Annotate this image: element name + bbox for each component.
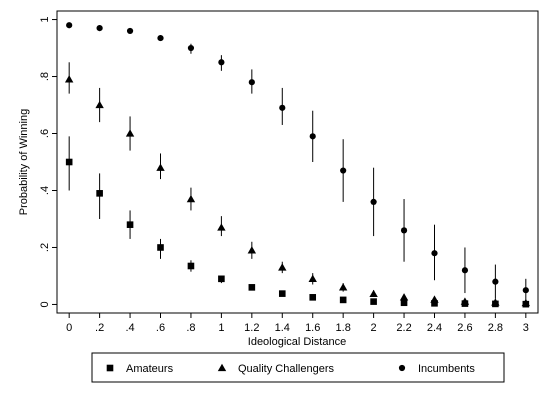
quality-challengers-point <box>156 163 165 171</box>
x-tick-label: 1 <box>218 322 224 334</box>
incumbents-point <box>157 34 164 42</box>
incumbents-point <box>340 167 347 174</box>
incumbents-point <box>218 59 225 66</box>
quality-challengers-point <box>521 298 531 307</box>
x-tick-label: 2 <box>371 322 377 334</box>
amateurs-point <box>431 300 438 307</box>
x-tick-label: 1.6 <box>305 322 320 334</box>
amateurs-point <box>370 298 377 305</box>
incumbents-point <box>279 104 286 111</box>
y-tick-label: .2 <box>39 243 51 252</box>
quality-challengers-point <box>64 75 74 83</box>
quality-challengers-point <box>95 100 104 109</box>
incumbents-point <box>248 79 255 86</box>
legend-label-amateurs: Amateurs <box>126 363 174 375</box>
amateurs-point <box>96 190 103 197</box>
amateurs-point <box>126 221 134 228</box>
plot-area <box>56 10 539 314</box>
x-tick-label: .8 <box>186 322 195 334</box>
x-tick-label: 2.4 <box>427 322 442 334</box>
amateurs-point <box>65 158 73 166</box>
incumbents-point <box>492 278 499 285</box>
amateurs-point <box>248 284 256 291</box>
incumbents-point <box>522 287 529 294</box>
y-tick-label: 1 <box>39 16 51 22</box>
amateurs-point <box>218 275 225 283</box>
quality-challengers-point <box>430 295 439 303</box>
quality-challengers-point <box>308 274 317 282</box>
x-axis: 0 .2 .4 .6 .8 1 1.2 1.4 1.6 1.8 2 2.2 2.4 2.6 2.8 3 <box>66 313 529 334</box>
quality-challengers-point <box>247 246 257 254</box>
legend-marker-amateurs <box>106 364 114 372</box>
y-tick-label: .4 <box>39 186 51 195</box>
x-tick-label: 1.8 <box>336 322 351 334</box>
amateurs-point <box>339 296 347 304</box>
legend-label-incumbents: Incumbents <box>418 363 475 375</box>
incumbents-point <box>400 227 408 234</box>
x-tick-label: .4 <box>125 322 134 334</box>
amateurs-point <box>187 262 195 270</box>
incumbents-point <box>126 27 134 35</box>
error-bars <box>68 23 527 305</box>
incumbents-point <box>370 198 377 205</box>
y-tick-label: 0 <box>39 301 51 307</box>
y-tick-label: .6 <box>39 129 51 138</box>
x-tick-label: 2.6 <box>457 322 472 334</box>
quality-challengers-point <box>217 223 226 231</box>
x-tick-label: .6 <box>156 322 165 334</box>
quality-challengers-point <box>186 194 196 203</box>
quality-challengers-point <box>125 129 135 137</box>
incumbents-point <box>431 250 438 257</box>
x-tick-label: 3 <box>523 322 529 334</box>
legend: Amateurs Quality Challengers Incumbents <box>91 352 505 383</box>
amateurs-point <box>278 290 286 297</box>
amateurs-point <box>400 299 408 307</box>
quality-challengers-point <box>399 293 409 301</box>
quality-challengers-point <box>278 263 287 271</box>
y-tick-label: .8 <box>39 72 51 81</box>
incumbents-point <box>66 22 73 29</box>
legend-marker-incumbents <box>398 364 406 372</box>
x-tick-label: .2 <box>95 322 104 334</box>
x-tick-label: 1.2 <box>244 322 259 334</box>
quality-challengers-point <box>338 283 348 291</box>
incumbents-point <box>96 24 103 32</box>
quality-challengers-point <box>460 297 470 305</box>
incumbents-point <box>187 44 195 52</box>
x-tick-label: 2.2 <box>396 322 411 334</box>
quality-challengers-point <box>369 289 378 298</box>
incumbents-point <box>461 267 469 274</box>
y-axis: 0 .2 .4 .6 .8 1 <box>39 16 57 308</box>
y-axis-title: Probability of Winning <box>18 109 30 215</box>
amateurs-point <box>309 294 317 301</box>
quality-challengers-point <box>491 298 500 306</box>
legend-marker-quality-challengers <box>217 363 227 372</box>
legend-box <box>91 352 505 383</box>
x-tick-label: 0 <box>66 322 72 334</box>
legend-label-quality-challengers: Quality Challengers <box>238 363 334 375</box>
data-markers <box>64 22 531 308</box>
x-axis-title: Ideological Distance <box>248 336 346 348</box>
amateurs-point <box>157 244 164 251</box>
incumbents-point <box>309 133 316 140</box>
x-tick-label: 1.4 <box>275 322 290 334</box>
x-tick-label: 2.8 <box>488 322 503 334</box>
